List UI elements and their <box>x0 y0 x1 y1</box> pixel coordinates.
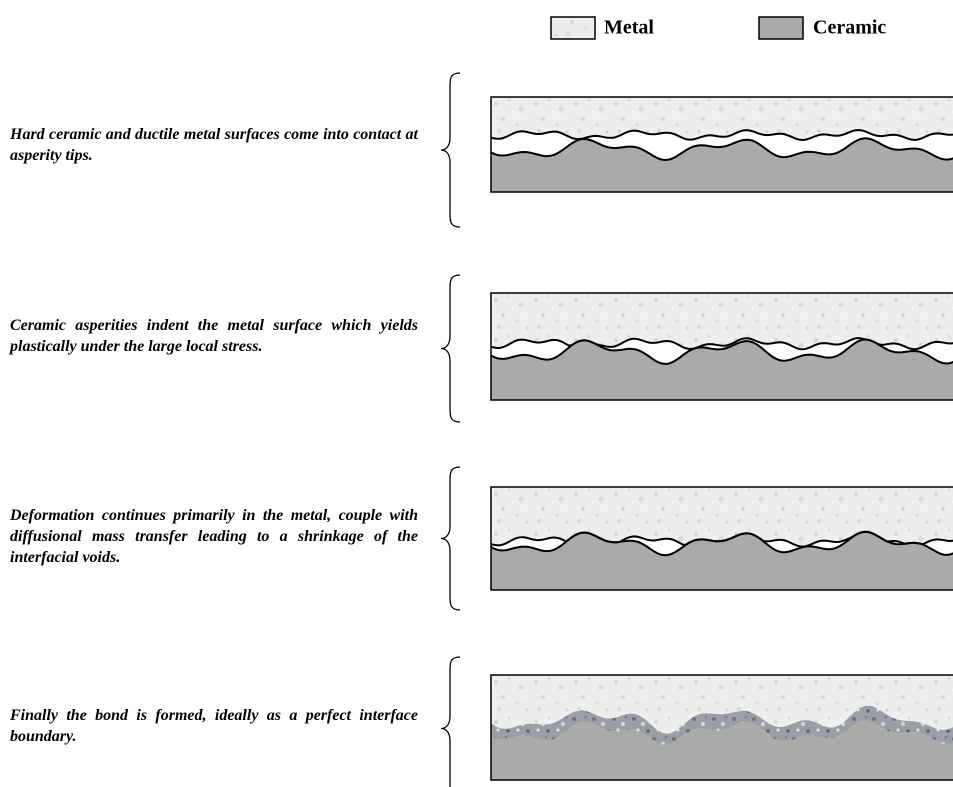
stage-description: Hard ceramic and ductile metal surfaces … <box>10 124 418 166</box>
schematic <box>491 97 953 192</box>
schematic <box>491 675 953 780</box>
page: Metal Ceramic Hard ceramic and ductile m… <box>0 0 953 787</box>
brace <box>441 657 460 787</box>
diagram: Metal Ceramic <box>0 0 953 787</box>
schematic <box>491 293 953 400</box>
brace <box>441 73 460 227</box>
stage-description: Ceramic asperities indent the metal surf… <box>10 315 418 357</box>
legend-ceramic-swatch <box>759 17 803 39</box>
legend-metal-swatch <box>551 17 595 39</box>
legend-label: Metal <box>604 17 654 39</box>
legend-label: Ceramic <box>813 17 886 39</box>
schematic <box>491 487 953 590</box>
brace <box>441 275 460 422</box>
stage-description: Finally the bond is formed, ideally as a… <box>10 705 418 747</box>
brace <box>441 467 460 610</box>
stage-description: Deformation continues primarily in the m… <box>10 505 418 568</box>
